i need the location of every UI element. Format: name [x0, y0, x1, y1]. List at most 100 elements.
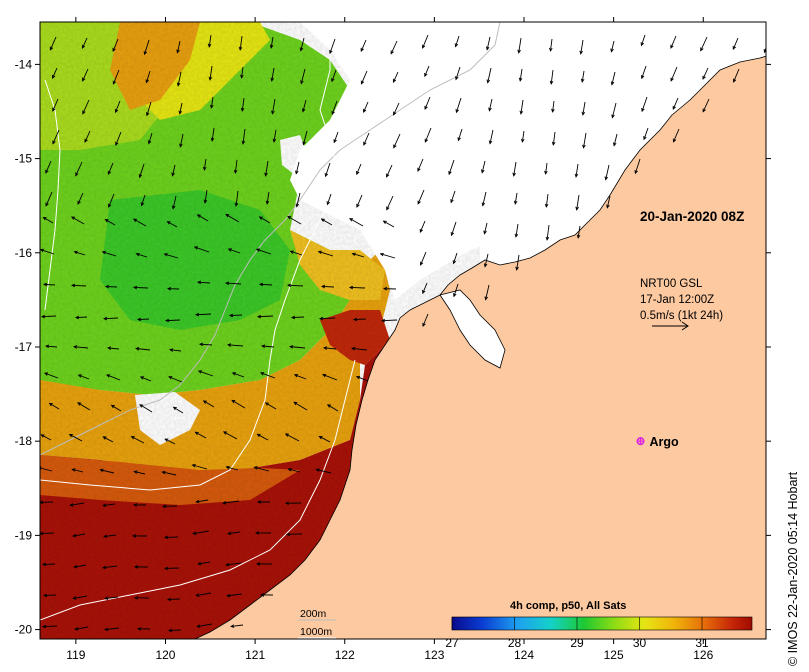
current-arrow — [448, 159, 455, 175]
y-axis: -14 -15 -16 -17 -18 -19 -20 — [15, 57, 771, 637]
current-arrow — [241, 66, 244, 78]
current-arrow-head — [256, 500, 262, 504]
current-arrow — [140, 376, 152, 382]
current-arrow-head — [75, 172, 79, 177]
current-arrow-head — [240, 107, 245, 112]
current-arrow-head — [72, 596, 77, 600]
current-arrow — [211, 127, 215, 141]
current-arrow — [575, 163, 579, 177]
current-arrow — [254, 466, 270, 472]
current-arrow — [103, 565, 118, 569]
current-arrow — [241, 97, 245, 111]
current-arrow — [552, 100, 555, 112]
current-arrow-head — [287, 468, 292, 472]
current-arrow-head — [147, 140, 152, 145]
current-arrow — [331, 69, 337, 82]
current-arrow-head — [132, 503, 138, 507]
current-arrow — [262, 345, 275, 348]
current-arrow — [43, 283, 56, 286]
current-arrow-head — [302, 141, 306, 146]
current-arrow — [733, 68, 740, 83]
current-arrow-head — [132, 218, 138, 223]
current-arrow-head — [84, 138, 88, 143]
current-arrow — [141, 194, 146, 206]
current-arrow-head — [104, 596, 109, 600]
current-arrow — [103, 317, 119, 320]
current-arrow — [197, 281, 211, 284]
current-arrow-head — [224, 281, 230, 285]
current-arrow-head — [424, 138, 429, 143]
current-arrow-head — [454, 43, 459, 48]
current-arrow-head — [191, 463, 196, 468]
current-arrow-head — [287, 216, 292, 220]
current-arrow — [356, 376, 369, 382]
current-arrow — [518, 37, 522, 53]
current-arrow-head — [136, 627, 142, 631]
y-tick-label: -19 — [15, 528, 33, 542]
current-arrow — [146, 101, 152, 116]
current-arrow-head — [82, 77, 86, 82]
current-arrow-head — [40, 314, 46, 319]
current-arrow — [545, 162, 548, 174]
current-arrow-head — [732, 78, 737, 83]
current-arrow — [172, 164, 176, 176]
current-arrow — [302, 99, 307, 112]
current-arrow — [103, 436, 114, 443]
current-arrow-head — [672, 138, 677, 143]
current-arrow-head — [295, 203, 300, 208]
current-arrow — [164, 253, 179, 259]
current-arrow — [290, 346, 306, 349]
current-arrow-head — [488, 107, 492, 112]
current-arrow-head — [261, 344, 266, 349]
current-arrow-head — [641, 107, 645, 113]
current-arrow — [136, 253, 148, 258]
current-arrow-head — [417, 167, 421, 172]
current-arrow — [546, 224, 550, 240]
current-arrow-head — [382, 220, 387, 225]
current-arrow — [256, 248, 272, 255]
current-arrow-head — [222, 501, 227, 505]
current-arrow — [204, 189, 208, 203]
current-arrow — [227, 593, 243, 597]
current-arrow-head — [256, 433, 261, 438]
current-arrow-head — [69, 503, 74, 507]
current-arrow — [133, 287, 149, 289]
current-legend-arrow — [652, 321, 689, 331]
current-vectors — [40, 34, 766, 633]
current-arrow — [515, 223, 519, 237]
current-arrow-head — [176, 82, 181, 87]
current-arrow-head — [422, 44, 426, 49]
y-tick-label: -15 — [15, 152, 33, 166]
current-arrow — [260, 372, 276, 379]
current-arrow-head — [419, 261, 424, 266]
current-arrow-head — [140, 202, 145, 207]
current-arrow-head — [197, 370, 203, 374]
current-arrow — [257, 315, 274, 318]
current-arrow — [516, 254, 520, 270]
current-arrow-head — [176, 49, 180, 54]
current-arrow — [613, 133, 618, 146]
current-arrow — [170, 349, 182, 352]
current-arrow-head — [77, 374, 82, 378]
current-arrow — [239, 35, 243, 50]
current-arrow — [226, 466, 239, 471]
current-arrow-head — [670, 44, 674, 49]
current-arrow-head — [81, 44, 86, 49]
isobath-label-1000m: 1000m — [300, 626, 332, 638]
current-arrow-head — [363, 141, 367, 146]
current-arrow-head — [102, 503, 107, 507]
current-arrow-head — [356, 203, 360, 208]
current-arrow — [164, 438, 176, 445]
current-arrow — [226, 282, 242, 285]
current-arrow-head — [455, 76, 459, 81]
current-arrow — [393, 102, 400, 116]
current-arrow-head — [551, 108, 555, 113]
current-arrow — [196, 499, 209, 503]
current-arrow — [112, 69, 120, 85]
current-arrow-head — [166, 597, 172, 602]
current-arrow — [223, 500, 240, 504]
current-arrow-head — [481, 169, 485, 174]
nodata-region-north — [290, 22, 766, 300]
current-arrow-head — [290, 315, 296, 320]
current-arrow-head — [135, 347, 140, 351]
